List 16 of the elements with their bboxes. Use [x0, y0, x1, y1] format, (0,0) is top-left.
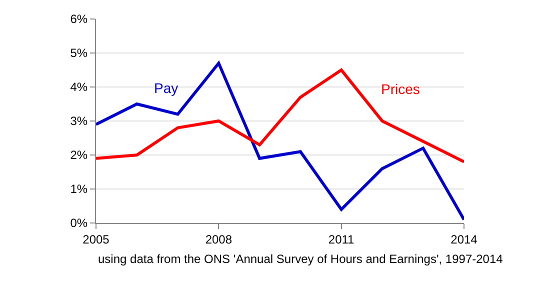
series-label: Prices [381, 81, 420, 97]
text: using data from the ONS 'Annual Survey of Hours and Earnings', 1997-2014 [98, 252, 504, 266]
y-tick-label: 1% [70, 182, 88, 196]
y-tick-label: 0% [70, 216, 88, 230]
series-label: Pay [154, 80, 178, 96]
x-tick-label: 2005 [82, 232, 110, 246]
line-series [96, 68, 464, 164]
line-series [96, 62, 464, 222]
y-tick-label: 6% [70, 12, 88, 26]
y-tick-label: 3% [70, 114, 88, 128]
y-tick-label: 4% [70, 80, 88, 94]
y-tick-label: 5% [70, 46, 88, 60]
x-tick-label: 2011 [328, 232, 355, 246]
x-tick-label: 2014 [450, 232, 478, 246]
y-tick-label: 2% [70, 148, 88, 162]
x-tick-label: 2008 [205, 232, 232, 246]
